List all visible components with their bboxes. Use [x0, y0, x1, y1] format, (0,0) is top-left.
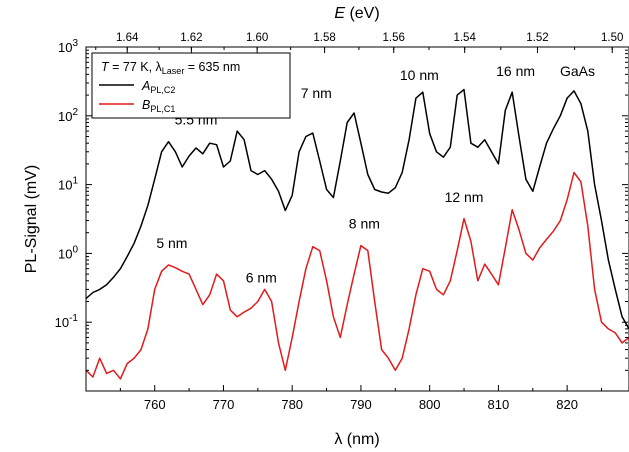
legend: T = 77 K, λLaser = 635 nm APL,C2 BPL,C1	[91, 52, 291, 119]
plot-area-border	[85, 46, 629, 392]
series-a-line	[86, 88, 629, 330]
x-tick-label: 820	[556, 397, 578, 412]
legend-label-a-sub: PL,C2	[150, 85, 175, 95]
plot-frame	[85, 46, 629, 392]
axis-ticks	[85, 47, 628, 392]
top-tick-label: 1.64	[116, 32, 139, 44]
legend-lambda-symbol: λ	[156, 60, 163, 74]
peak-annotation: 10 nm	[400, 67, 439, 83]
y-tick-exponent: 1	[72, 176, 78, 187]
y-tick-exponent: 0	[72, 244, 78, 255]
legend-lambda-value: = 635 nm	[184, 60, 240, 74]
x-tick-label: 760	[144, 397, 166, 412]
top-tick-label: 1.60	[246, 32, 268, 44]
y-tick-exponent: 3	[72, 38, 78, 49]
x-tick-label: 770	[213, 397, 235, 412]
legend-temperature-value: = 77 K,	[109, 60, 156, 74]
y-tick-base: 10	[58, 246, 72, 261]
y-tick-label: 102	[58, 107, 78, 124]
y-tick-base: 10	[58, 109, 72, 124]
series-layer	[86, 88, 629, 380]
y-axis-title: PL-Signal (mV)	[23, 165, 40, 273]
x-tick-label: 790	[350, 397, 372, 412]
legend-lambda-subscript: Laser	[162, 66, 185, 76]
top-tick-label: 1.56	[383, 32, 405, 44]
peak-annotation: GaAs	[560, 63, 595, 79]
legend-label-a: APL,C2	[141, 79, 175, 95]
x-tick-label: 810	[488, 397, 510, 412]
tick-labels: 760 770 780 790 800 810 820 1.64 1.62 1.60 1.58 1.5…	[55, 32, 624, 412]
x-tick-label: 780	[281, 397, 303, 412]
legend-condition: T = 77 K, λLaser = 635 nm	[101, 60, 240, 76]
y-tick-exponent: 2	[72, 107, 78, 118]
peak-annotation: 5 nm	[156, 235, 187, 251]
peak-annotation: 8 nm	[349, 216, 380, 232]
top-tick-label: 1.52	[526, 32, 548, 44]
y-tick-exponent: -1	[69, 313, 78, 324]
legend-label-b-main: B	[142, 98, 150, 112]
peak-annotation: 6 nm	[246, 269, 277, 285]
y-tick-base: 10	[58, 178, 72, 193]
y-tick-base: 10	[58, 40, 72, 55]
y-tick-base: 10	[55, 315, 69, 330]
series-b-line	[86, 171, 629, 380]
peak-annotation: 12 nm	[445, 189, 484, 205]
y-tick-label: 103	[58, 38, 78, 55]
top-axis-title-var: E	[334, 5, 345, 22]
top-axis-title: E (eV)	[334, 5, 379, 22]
legend-label-b-sub: PL,C1	[150, 104, 175, 114]
top-tick-label: 1.62	[180, 32, 202, 44]
x-axis-title: λ (nm)	[334, 431, 379, 448]
top-axis-title-unit: (eV)	[345, 5, 380, 22]
legend-label-b: BPL,C1	[142, 98, 175, 114]
peak-annotation: 7 nm	[301, 85, 332, 101]
x-tick-label: 800	[419, 397, 441, 412]
top-tick-label: 1.58	[313, 32, 335, 44]
legend-temperature-symbol: T	[101, 60, 110, 74]
top-tick-label: 1.54	[453, 32, 476, 44]
y-tick-label: 10-1	[55, 313, 79, 330]
top-tick-label: 1.50	[601, 32, 623, 44]
y-tick-label: 100	[58, 244, 78, 261]
peak-annotation: 16 nm	[496, 63, 535, 79]
axis-titles: λ (nm) PL-Signal (mV) E (eV)	[23, 5, 380, 448]
y-tick-label: 101	[58, 176, 78, 193]
legend-label-a-main: A	[141, 79, 150, 93]
